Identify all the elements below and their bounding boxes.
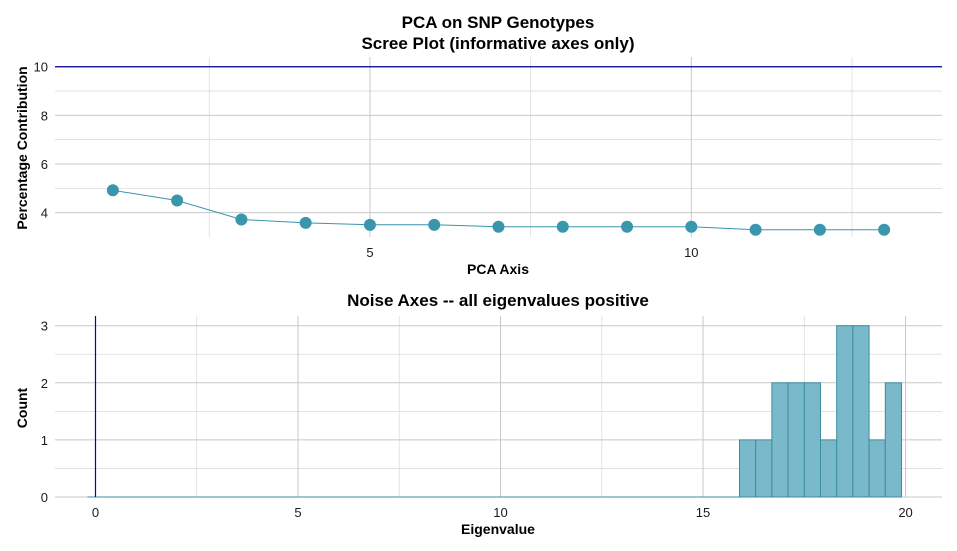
x-tick-label: 0: [92, 505, 99, 520]
x-tick-label: 5: [294, 505, 301, 520]
scree-x-axis-label: PCA Axis: [467, 261, 529, 277]
histogram-bar: [755, 439, 773, 498]
histogram-bar: [803, 382, 821, 498]
data-point: [171, 194, 184, 207]
scree-series: [106, 184, 891, 236]
histogram-bar: [868, 439, 886, 498]
scree-y-axis-label: Percentage Contribution: [14, 66, 30, 229]
data-point: [749, 223, 762, 236]
y-tick-label: 2: [41, 376, 48, 391]
data-point: [492, 220, 505, 233]
data-point: [299, 216, 312, 229]
noise-title: Noise Axes -- all eigenvalues positive: [347, 291, 649, 310]
x-tick-label: 5: [366, 245, 373, 260]
x-tick-label: 10: [684, 245, 698, 260]
data-point: [235, 213, 248, 226]
noise-x-axis-label: Eigenvalue: [461, 521, 535, 537]
histogram-bar: [787, 382, 805, 498]
noise-panel: Noise Axes -- all eigenvalues positive 0…: [14, 291, 942, 537]
noise-y-axis-label: Count: [14, 387, 30, 428]
data-point: [106, 184, 119, 197]
data-point: [813, 223, 826, 236]
y-tick-label: 6: [41, 157, 48, 172]
histogram-bar: [819, 439, 838, 498]
x-tick-label: 20: [898, 505, 912, 520]
noise-bars: [87, 325, 902, 498]
y-tick-label: 0: [41, 490, 48, 505]
histogram-bar: [836, 325, 854, 498]
data-point: [621, 220, 634, 233]
data-point: [363, 218, 376, 231]
y-tick-label: 8: [41, 108, 48, 123]
y-tick-label: 1: [41, 433, 48, 448]
data-point: [556, 220, 569, 233]
scree-title: PCA on SNP Genotypes: [402, 13, 595, 32]
noise-x-ticks: 0 5 10 15 20: [92, 505, 913, 520]
histogram-bar: [738, 439, 757, 498]
scree-panel: PCA on SNP Genotypes Scree Plot (informa…: [14, 13, 942, 277]
y-tick-label: 10: [34, 60, 48, 75]
x-tick-label: 15: [696, 505, 710, 520]
x-tick-label: 10: [493, 505, 507, 520]
noise-y-ticks: 0 1 2 3: [41, 319, 48, 505]
scree-x-ticks: 5 10: [366, 245, 698, 260]
data-point: [685, 220, 698, 233]
y-tick-label: 3: [41, 319, 48, 334]
data-point: [878, 223, 891, 236]
y-tick-label: 4: [41, 206, 48, 221]
scree-grid: [55, 57, 942, 237]
histogram-bar: [771, 382, 789, 498]
scree-y-ticks: 4 6 8 10: [34, 60, 48, 221]
histogram-bar: [852, 325, 870, 498]
histogram-bar: [884, 382, 902, 498]
data-point: [428, 218, 441, 231]
scree-subtitle: Scree Plot (informative axes only): [361, 34, 634, 53]
